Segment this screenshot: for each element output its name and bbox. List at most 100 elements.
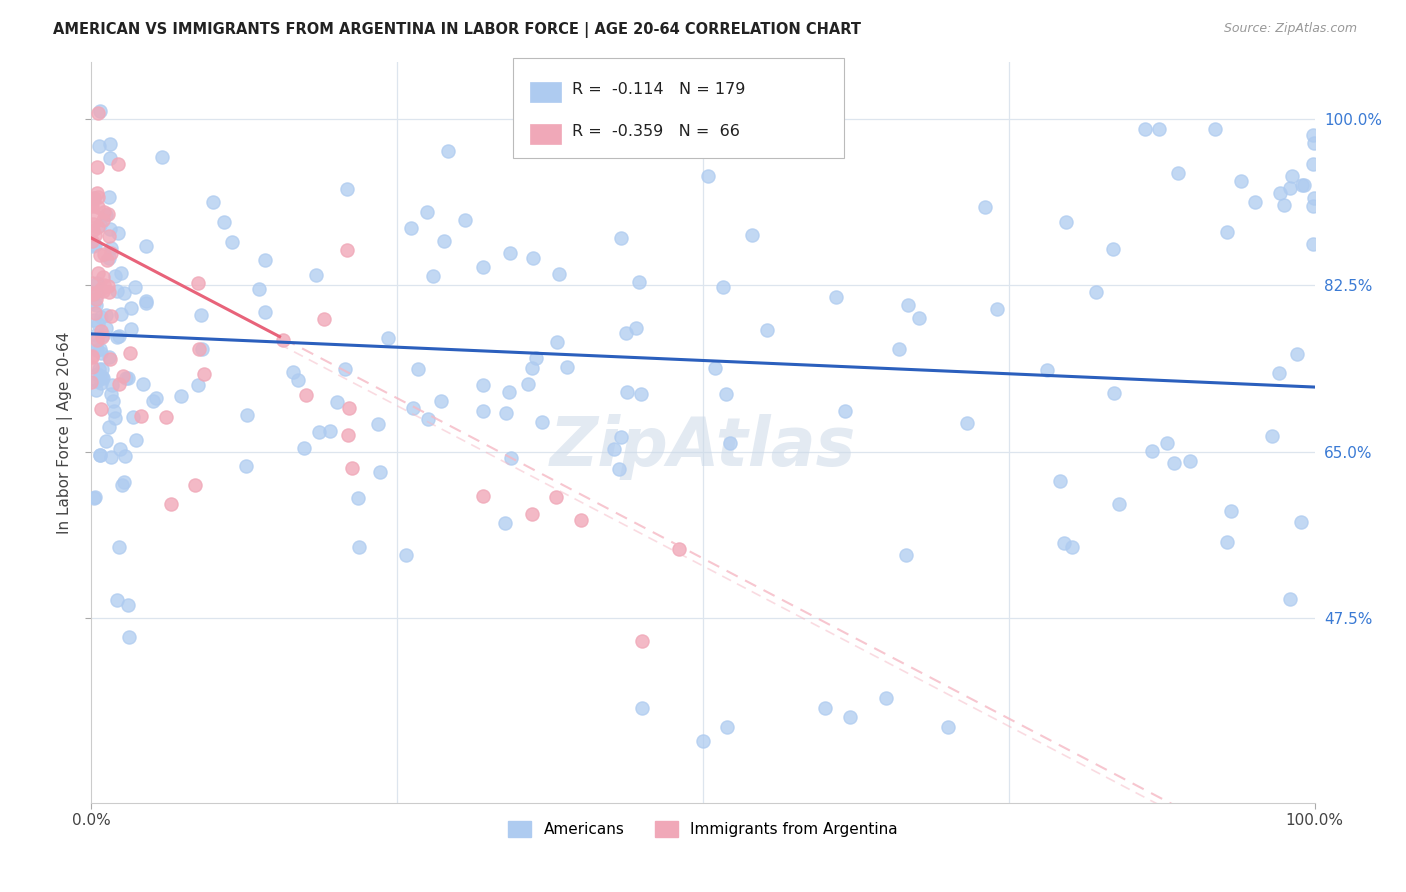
- Point: [117, 370, 139, 384]
- Point: [616, 384, 638, 399]
- Point: [1281, 169, 1303, 184]
- Point: [97, 285, 120, 299]
- Point: [1279, 591, 1302, 606]
- Point: [91, 362, 114, 376]
- Point: [84, 338, 107, 352]
- Point: [190, 308, 212, 322]
- Point: [422, 268, 444, 283]
- Point: [89, 342, 111, 356]
- Point: [1135, 122, 1157, 136]
- Point: [714, 387, 737, 401]
- Point: [495, 406, 517, 420]
- Point: [1140, 444, 1163, 458]
- Point: [335, 361, 357, 376]
- Point: [1167, 166, 1189, 180]
- Text: R =  -0.114   N = 179: R = -0.114 N = 179: [572, 82, 745, 96]
- Point: [254, 252, 277, 267]
- Point: [94, 309, 117, 323]
- Point: [1272, 198, 1295, 212]
- Point: [82, 285, 104, 300]
- Point: [1302, 157, 1324, 171]
- Point: [118, 631, 141, 645]
- Point: [624, 321, 647, 335]
- Point: [704, 361, 727, 376]
- Point: [247, 282, 270, 296]
- Point: [741, 227, 763, 242]
- Point: [254, 305, 277, 319]
- Point: [80, 350, 103, 364]
- Point: [155, 410, 177, 425]
- Point: [103, 394, 125, 409]
- Point: [108, 329, 131, 343]
- Point: [756, 323, 779, 337]
- Point: [98, 228, 121, 243]
- Point: [1108, 498, 1130, 512]
- Point: [89, 218, 111, 232]
- Point: [86, 333, 108, 347]
- Point: [1268, 186, 1291, 200]
- Point: [188, 342, 211, 356]
- Point: [100, 221, 122, 235]
- Point: [114, 449, 136, 463]
- Point: [430, 394, 453, 409]
- Point: [87, 266, 110, 280]
- Point: [1302, 199, 1324, 213]
- Point: [520, 360, 543, 375]
- Point: [108, 442, 131, 456]
- Point: [94, 208, 117, 222]
- Point: [80, 196, 103, 211]
- Point: [91, 370, 114, 384]
- Point: [117, 598, 139, 612]
- Point: [122, 410, 145, 425]
- Point: [1156, 435, 1178, 450]
- Point: [668, 542, 690, 557]
- Point: [84, 293, 107, 307]
- Point: [530, 415, 553, 429]
- Point: [107, 541, 129, 555]
- Point: [112, 286, 135, 301]
- Point: [193, 367, 215, 381]
- Point: [1302, 128, 1324, 143]
- Point: [347, 491, 370, 506]
- Point: [96, 207, 118, 221]
- Point: [718, 436, 741, 450]
- Point: [90, 376, 112, 390]
- Point: [956, 416, 979, 430]
- Point: [555, 359, 578, 374]
- Point: [416, 412, 439, 426]
- Text: AMERICAN VS IMMIGRANTS FROM ARGENTINA IN LABOR FORCE | AGE 20-64 CORRELATION CHA: AMERICAN VS IMMIGRANTS FROM ARGENTINA IN…: [53, 22, 862, 38]
- Point: [83, 191, 105, 205]
- Point: [377, 331, 399, 345]
- Point: [150, 150, 173, 164]
- Point: [82, 238, 104, 252]
- Point: [1302, 237, 1324, 252]
- Point: [86, 375, 108, 389]
- Point: [96, 252, 118, 267]
- Point: [221, 235, 243, 249]
- Point: [97, 190, 120, 204]
- Point: [94, 321, 117, 335]
- Point: [89, 104, 111, 119]
- Point: [415, 205, 437, 219]
- Point: [401, 401, 423, 415]
- Point: [94, 434, 117, 448]
- Point: [347, 540, 370, 554]
- Point: [631, 633, 654, 648]
- Point: [697, 169, 720, 183]
- Point: [124, 280, 146, 294]
- Point: [610, 230, 633, 244]
- Point: [93, 247, 115, 261]
- Point: [110, 266, 132, 280]
- Point: [129, 409, 152, 424]
- Point: [84, 209, 107, 223]
- Point: [83, 491, 105, 505]
- Point: [1261, 429, 1284, 443]
- Text: Source: ZipAtlas.com: Source: ZipAtlas.com: [1223, 22, 1357, 36]
- Point: [711, 280, 734, 294]
- Point: [522, 251, 544, 265]
- Point: [90, 282, 112, 296]
- Point: [716, 720, 738, 734]
- Point: [569, 512, 592, 526]
- Point: [336, 428, 359, 442]
- Point: [86, 343, 108, 358]
